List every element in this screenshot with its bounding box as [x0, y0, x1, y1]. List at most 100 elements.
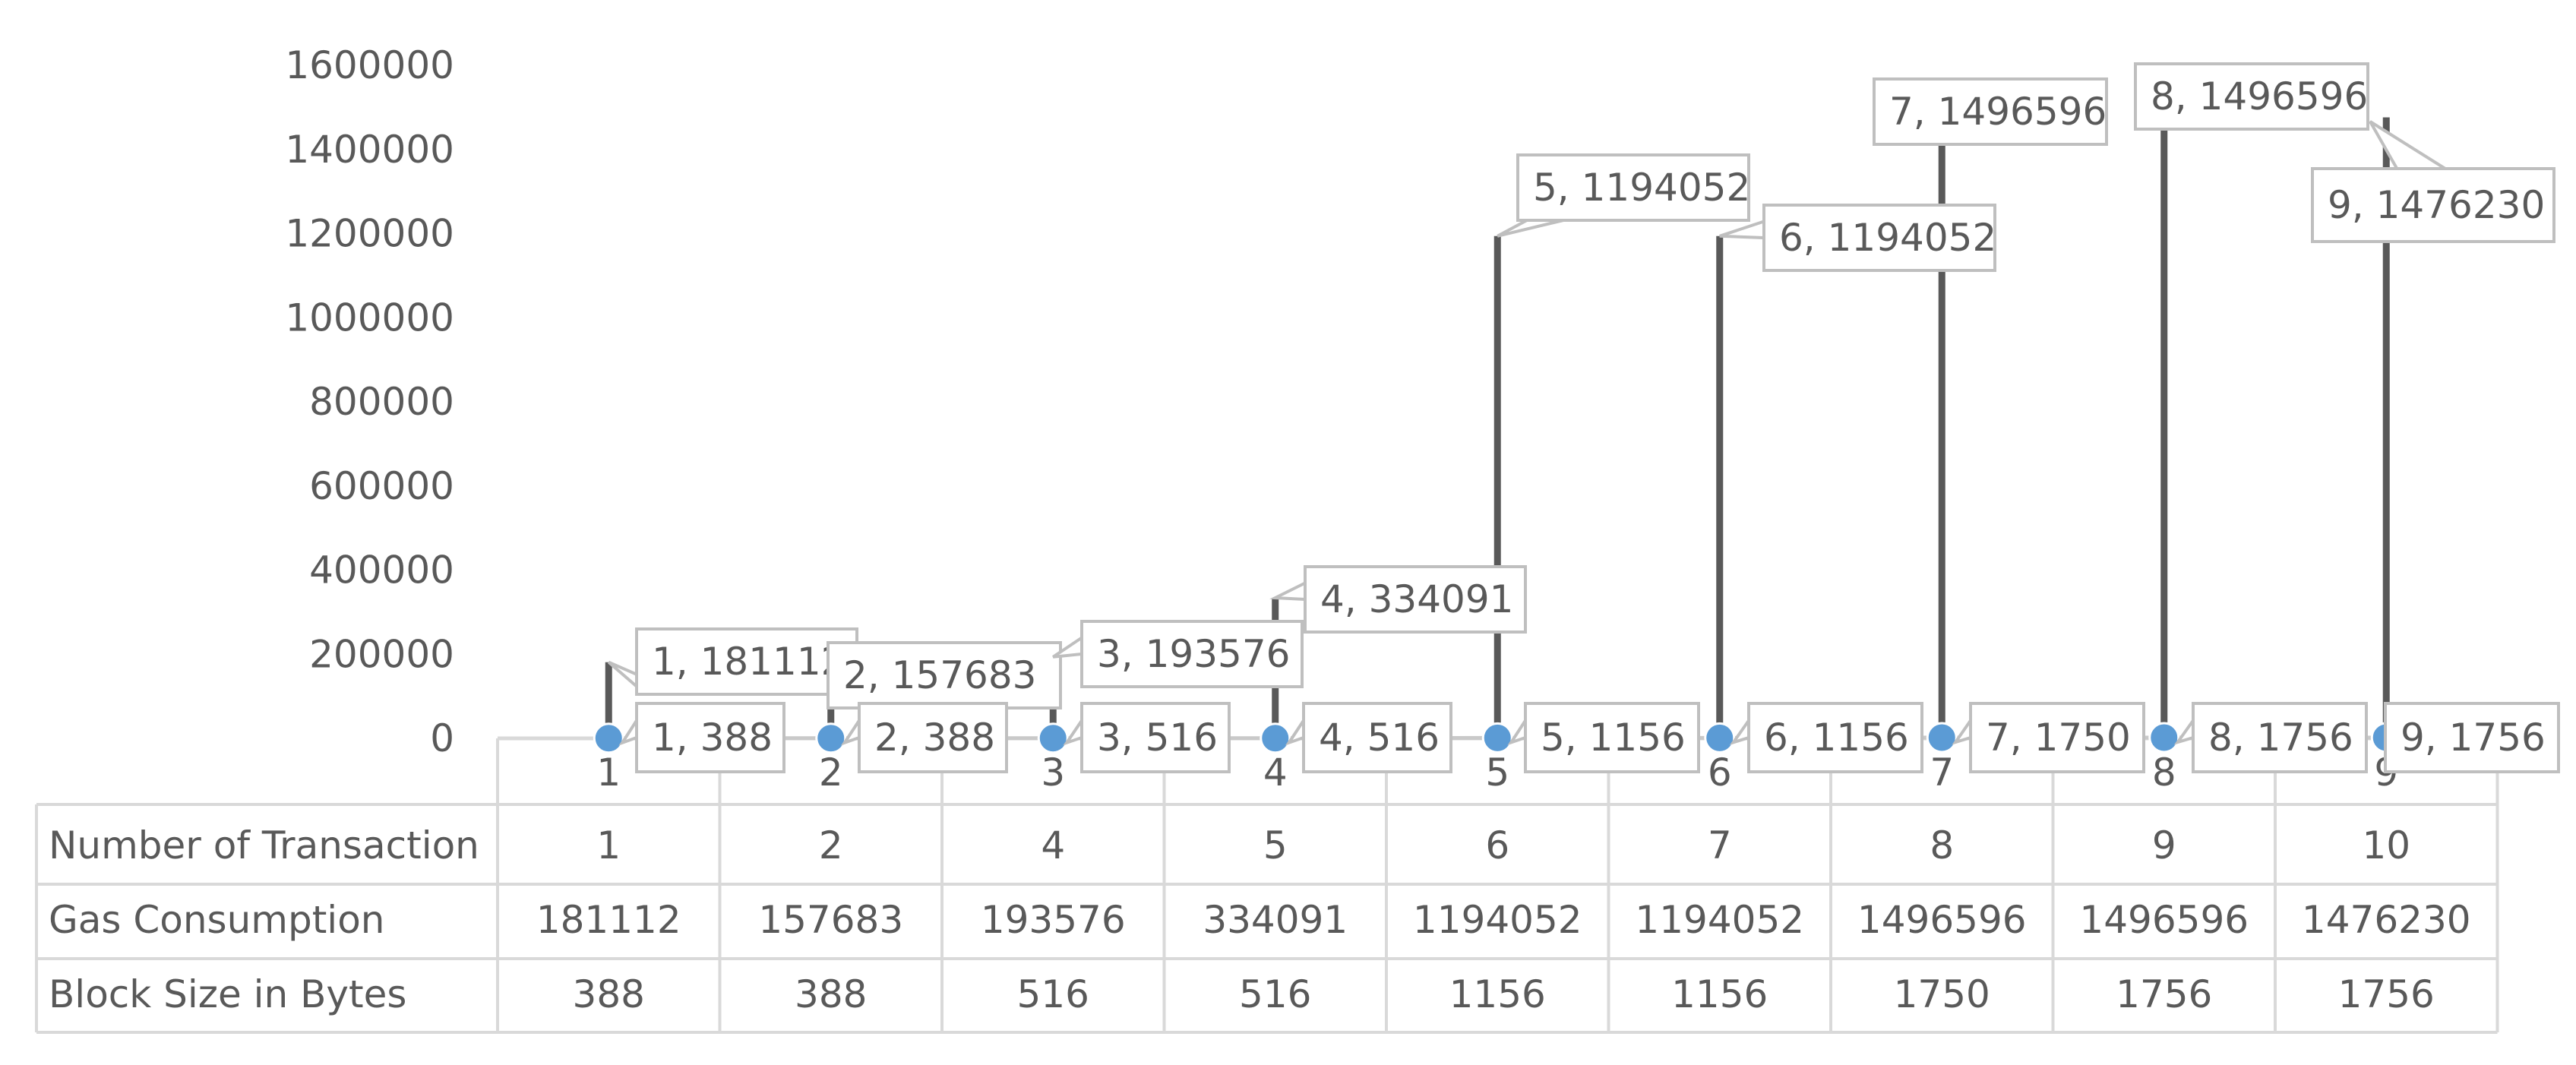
table-cell: 6: [1485, 823, 1509, 867]
y-tick-label: 1000000: [285, 295, 454, 340]
x-tick-label: 5: [1485, 751, 1509, 795]
gas-data-label-pointer: [1497, 219, 1564, 238]
block-size-point: [1481, 722, 1513, 754]
gas-data-label-box: [2311, 167, 2555, 243]
gas-data-label: 6, 1194052: [1779, 216, 1996, 260]
block-size-data-label-box: [2384, 702, 2560, 773]
y-tick-label: 1200000: [285, 212, 454, 256]
table-cell: 1156: [1671, 972, 1768, 1016]
block-size-data-label: 5, 1156: [1541, 716, 1686, 760]
block-size-point: [1704, 722, 1736, 754]
gas-data-label-box: [1516, 153, 1750, 222]
table-cell: 388: [795, 972, 867, 1016]
table-cell: 1194052: [1635, 898, 1804, 942]
table-cell: 1750: [1894, 972, 1990, 1016]
gas-data-label: 5, 1194052: [1533, 166, 1750, 210]
table-row-label: Gas Consumption: [49, 898, 384, 942]
block-size-data-label-pointer: [618, 715, 638, 746]
x-tick-label: 4: [1263, 751, 1288, 795]
block-size-point: [1260, 722, 1291, 754]
block-size-data-label-pointer: [840, 715, 861, 746]
x-tick-label: 3: [1041, 751, 1065, 795]
table-cell: 516: [1239, 972, 1311, 1016]
block-size-data-label-box: [858, 702, 1008, 773]
table-cell: 516: [1017, 972, 1089, 1016]
block-size-data-label: 8, 1756: [2208, 716, 2353, 760]
x-tick-label: 8: [2152, 751, 2176, 795]
table-cell: 1756: [2338, 972, 2435, 1016]
table-cell: 1496596: [2079, 898, 2249, 942]
table-cell: 1: [596, 823, 621, 867]
table-cell: 157683: [758, 898, 903, 942]
y-tick-label: 1400000: [285, 128, 454, 172]
gas-data-label: 2, 157683: [843, 653, 1036, 697]
table-cell: 7: [1708, 823, 1732, 867]
y-tick-label: 1600000: [285, 43, 454, 87]
block-size-data-label-box: [1969, 702, 2145, 773]
gas-data-label-box: [827, 641, 1062, 709]
block-size-point: [593, 722, 624, 754]
x-tick-label: 1: [596, 751, 621, 795]
block-size-point: [815, 722, 847, 754]
block-size-data-label-pointer: [1285, 715, 1305, 746]
table-cell: 1156: [1449, 972, 1546, 1016]
table-row-label: Block Size in Bytes: [49, 972, 406, 1016]
table-cell: 8: [1930, 823, 1954, 867]
block-size-data-label: 3, 516: [1097, 716, 1218, 760]
x-tick-label: 6: [1708, 751, 1732, 795]
y-tick-label: 400000: [309, 548, 454, 593]
table-cell: 2: [819, 823, 843, 867]
table-cell: 10: [2362, 823, 2410, 867]
y-tick-label: 800000: [309, 380, 454, 424]
gas-data-label-box: [1080, 620, 1304, 688]
y-tick-label: 600000: [309, 464, 454, 508]
gas-data-label-pointer: [1719, 219, 1765, 240]
gas-data-label-box: [1304, 565, 1527, 634]
y-tick-label: 200000: [309, 632, 454, 676]
gas-data-label-pointer: [1269, 580, 1307, 602]
table-cell: 1476230: [2302, 898, 2471, 942]
block-size-data-label: 1, 388: [652, 716, 773, 760]
block-size-data-label-box: [1080, 702, 1231, 773]
block-size-data-label-pointer: [1729, 716, 1750, 746]
gas-data-label-box: [1762, 204, 1996, 272]
gas-data-label-box: [1873, 77, 2108, 146]
gas-data-label: 8, 1496596: [2151, 74, 2368, 119]
block-size-data-label-pointer: [1507, 715, 1527, 746]
table-cell: 193576: [981, 898, 1126, 942]
block-size-data-label-box: [635, 702, 785, 773]
block-size-point: [2148, 722, 2180, 754]
table-cell: 1194052: [1413, 898, 1582, 942]
block-size-data-label: 9, 1756: [2401, 716, 2546, 760]
table-cell: 1756: [2116, 972, 2212, 1016]
gas-data-label: 9, 1476230: [2328, 183, 2545, 227]
block-size-data-label: 2, 388: [874, 716, 995, 760]
block-size-data-label-box: [2192, 702, 2368, 773]
gas-data-label: 4, 334091: [1320, 577, 1513, 621]
block-size-data-label-pointer: [1063, 715, 1083, 746]
gas-data-label-pointer: [2369, 120, 2451, 170]
gas-data-label-box: [635, 627, 858, 696]
table-cell: 9: [2152, 823, 2176, 867]
gas-data-label: 1, 181112: [652, 640, 845, 684]
block-size-data-label-pointer: [2173, 716, 2195, 745]
x-tick-label: 7: [1930, 751, 1954, 795]
block-size-point: [1926, 722, 1958, 754]
gas-data-label: 7, 1496596: [1889, 90, 2107, 134]
table-cell: 1496596: [1857, 898, 2027, 942]
block-size-data-label-box: [1747, 702, 1923, 773]
table-cell: 5: [1263, 823, 1288, 867]
y-tick-label: 0: [430, 716, 454, 760]
table-cell: 4: [1041, 823, 1065, 867]
table-row-label: Number of Transaction: [49, 823, 479, 867]
block-size-data-label-box: [1524, 702, 1700, 773]
block-size-point: [1037, 722, 1069, 754]
table-cell: 181112: [536, 898, 681, 942]
block-size-data-label-pointer: [1952, 716, 1972, 745]
x-tick-label: 2: [819, 751, 843, 795]
table-cell: 388: [573, 972, 645, 1016]
gas-data-label-box: [2134, 62, 2369, 131]
gas-data-label: 3, 193576: [1097, 632, 1290, 676]
